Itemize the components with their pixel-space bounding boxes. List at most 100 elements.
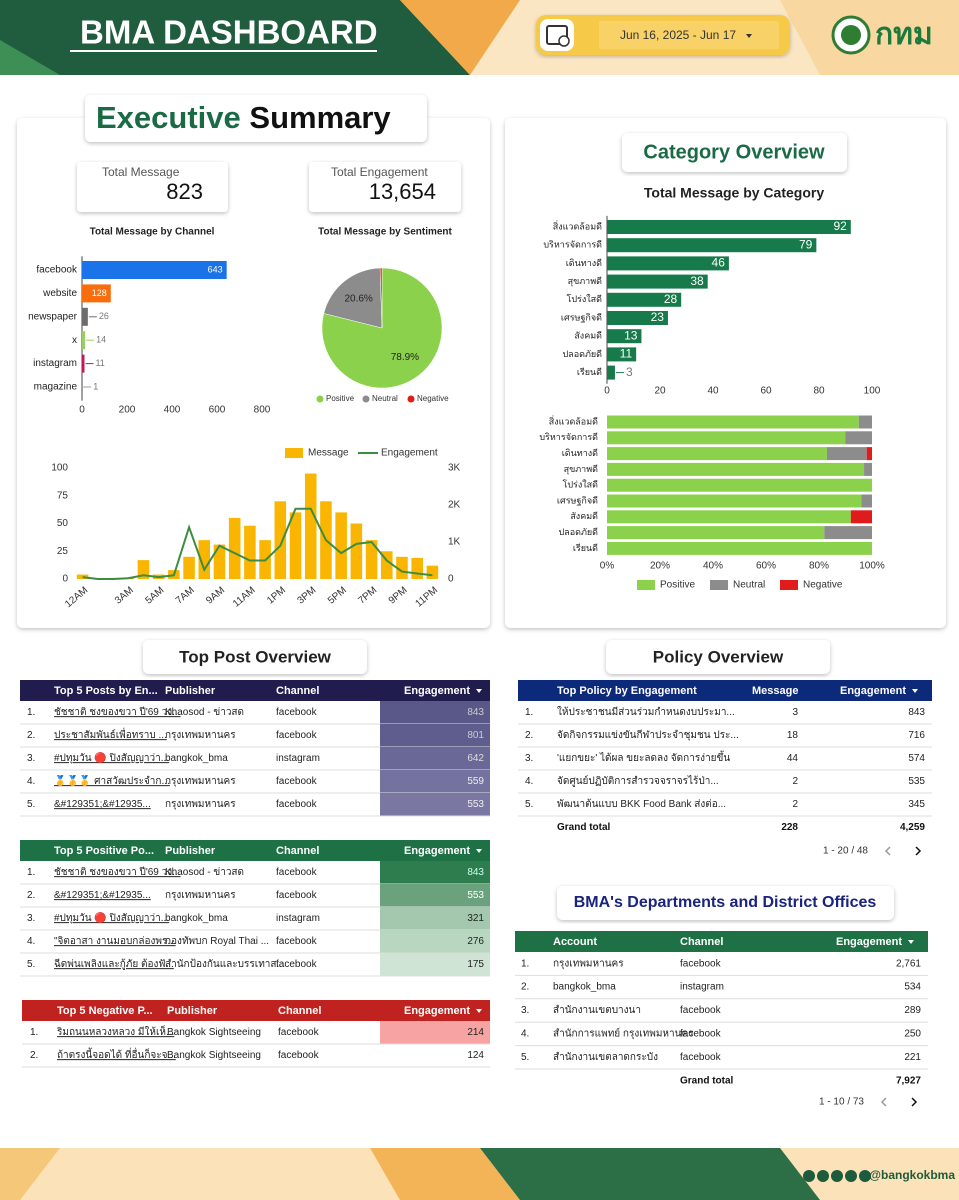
social-icon[interactable] (845, 1170, 857, 1182)
footer-shape (0, 1148, 60, 1200)
grand-total: 7,927 (896, 1075, 921, 1086)
post-link[interactable]: &#129351;&#12935... (54, 890, 151, 901)
data-label: 14 (96, 335, 106, 345)
next-page[interactable] (911, 1097, 918, 1107)
legend-swatch (285, 448, 303, 458)
kpi-card (77, 162, 228, 212)
cell-text: กรุงเทพมหานคร (165, 799, 236, 810)
y-tick-label: 100 (51, 463, 68, 474)
cell-text: Bangkok Sightseeing (167, 1027, 261, 1038)
sort-icon (476, 849, 482, 853)
column-header: Channel (276, 685, 319, 697)
table-header (518, 680, 932, 701)
post-link[interactable]: &#129351;&#12935... (54, 799, 151, 810)
column-header: Top 5 Posts by En... (54, 685, 158, 697)
prev-page[interactable] (884, 846, 891, 856)
social-icon[interactable] (859, 1170, 871, 1182)
table-header (22, 1000, 490, 1021)
cell-text: 276 (467, 936, 484, 947)
data-label: 11 (620, 347, 633, 361)
category-label: บริหารจัดการดี (539, 432, 598, 442)
legend-label: Positive (326, 394, 355, 403)
bar (82, 331, 86, 350)
column-header: Publisher (165, 845, 216, 857)
post-link[interactable]: #ปทุมวัน 🔴 ปิงสัญญาว่า... (54, 751, 169, 764)
column-header: Message (752, 685, 798, 697)
column-header: Account (553, 936, 597, 948)
column-header[interactable]: Engagement (404, 1005, 470, 1017)
bar-segment (864, 462, 872, 476)
cell-text: 1. (525, 707, 533, 718)
cell-text: 574 (908, 753, 925, 764)
x-tick-label: 0% (600, 561, 615, 572)
social-icon[interactable] (817, 1170, 829, 1182)
post-link[interactable]: ริมถนนหลวงหลวง มีให้เห็... (56, 1024, 174, 1038)
social-icon[interactable] (831, 1170, 843, 1182)
column-header[interactable]: Engagement (404, 845, 470, 857)
column-header[interactable]: Engagement (836, 936, 902, 948)
kpi-label: Total Message (102, 165, 180, 179)
y2-tick-label: 3K (448, 463, 461, 474)
cell-text: 843 (467, 707, 484, 718)
cell-text: 2. (27, 890, 35, 901)
data-label: 3 (626, 365, 633, 379)
data-label: 28 (664, 292, 678, 306)
next-page[interactable] (915, 846, 922, 856)
date-range[interactable]: Jun 16, 2025 - Jun 17 (620, 28, 736, 42)
bar (607, 347, 637, 362)
x-tick-label: 100% (859, 561, 885, 572)
cell-text: กองทัพบก Royal Thai ... (165, 936, 269, 947)
bar-segment (607, 526, 825, 540)
bar (411, 557, 423, 579)
post-link[interactable]: ประชาสัมพันธ์เพื่อทราบ ... (54, 727, 167, 741)
cell-text: 1. (27, 867, 35, 878)
cell-text: 44 (787, 753, 799, 764)
column-header[interactable]: Engagement (840, 685, 906, 697)
cell-text: 3. (521, 1005, 529, 1016)
cell-text: 3. (27, 913, 35, 924)
cell-text: 534 (904, 982, 921, 993)
cell-text: facebook (276, 890, 318, 901)
post-link[interactable]: 🥇🥇🥇 ศาสวัฒประจำก... (54, 774, 170, 787)
post-link[interactable]: "จิตอาสา งานมอบกล่องพร... (54, 936, 176, 947)
data-label: 13 (624, 328, 638, 342)
cell-text: กรุงเทพมหานคร (165, 730, 236, 741)
category-label: instagram (33, 358, 77, 369)
category-label: magazine (34, 382, 78, 393)
bar-segment (861, 494, 872, 508)
post-link[interactable]: ชัชชาติ ชงของขวา ปี'69 วง... (54, 866, 180, 878)
sort-icon (476, 689, 482, 693)
post-link[interactable]: ฉีดพ่นเพลิงและกู้ภัย ต้องฟั... (54, 958, 174, 970)
post-link[interactable]: ถ้าตรงนี้จอดได้ ที่อื่นก็จะจ... (57, 1047, 176, 1061)
cell-text: 716 (908, 730, 925, 741)
section-title: BMA's Departments and District Offices (574, 894, 877, 911)
section-title-box (557, 886, 894, 920)
table-header (515, 931, 928, 952)
footer-shape (370, 1148, 520, 1200)
legend-label: Engagement (381, 448, 438, 459)
title-part: Executive (96, 100, 241, 135)
bar (607, 256, 729, 271)
date-field[interactable] (599, 21, 779, 49)
heat-cell (380, 884, 490, 907)
social-icon[interactable] (803, 1170, 815, 1182)
dropdown-arrow (746, 34, 752, 38)
y-tick-label: 75 (57, 490, 69, 501)
cell-text: facebook (276, 959, 318, 970)
category-label: บริหารจัดการดี (543, 240, 602, 250)
legend-swatch (637, 580, 655, 590)
cell-text: 642 (467, 753, 484, 764)
cell-text: 175 (467, 959, 484, 970)
cell-text: facebook (278, 1050, 320, 1061)
prev-page[interactable] (880, 1097, 887, 1107)
cell-text: facebook (680, 1029, 722, 1040)
post-link[interactable]: #ปทุมวัน 🔴 ปิงสัญญาว่า... (54, 911, 169, 924)
y-tick-label: 25 (57, 546, 69, 557)
x-tick-label: 80 (813, 386, 825, 397)
bar (396, 556, 408, 579)
column-header[interactable]: Engagement (404, 685, 470, 697)
legend-label: Message (308, 448, 349, 459)
post-link[interactable]: ชัชชาติ ชงของขวา ปี'69 วง... (54, 706, 180, 718)
cell-text: 3. (525, 753, 533, 764)
cell-text: bangkok_bma (165, 753, 228, 764)
